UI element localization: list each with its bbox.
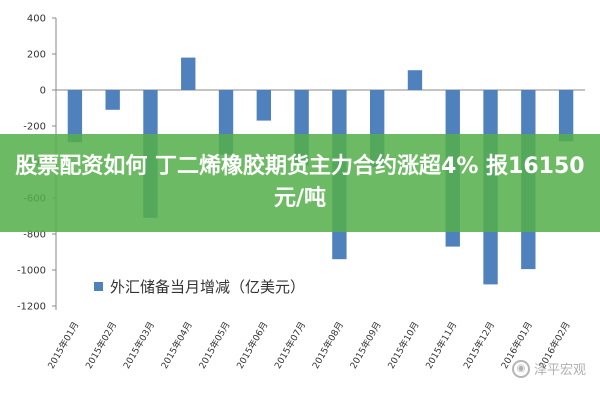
x-tick-label: 2015年11月 (423, 320, 460, 371)
watermark: ◉ 泽平宏观 (511, 359, 586, 378)
x-tick-label: 2015年10月 (385, 320, 422, 371)
headline-text[interactable]: 股票配资如何 丁二烯橡胶期货主力合约涨超4% 报16150元/吨 (15, 154, 585, 211)
x-tick-label: 2015年01月 (45, 320, 82, 371)
watermark-text: 泽平宏观 (533, 363, 586, 378)
wechat-icon: ◉ (511, 359, 530, 378)
x-tick-label: 2015年09月 (347, 320, 384, 371)
x-tick-label: 2015年03月 (120, 320, 157, 371)
x-tick-label: 2015年07月 (272, 320, 309, 371)
y-tick-label: 400 (27, 14, 46, 25)
x-tick-label: 2015年12月 (461, 320, 498, 371)
y-tick-label: -1000 (17, 266, 46, 277)
x-tick-label: 2015年05月 (196, 320, 233, 371)
x-tick-label: 2015年08月 (309, 320, 346, 371)
legend: 外汇储备当月增减（亿美元） (94, 278, 305, 296)
x-tick-label: 2015年04月 (158, 320, 195, 371)
y-tick-label: 200 (27, 50, 46, 61)
bar (407, 70, 423, 90)
bar (105, 90, 120, 110)
bar (558, 90, 574, 142)
y-tick-label: -200 (23, 122, 46, 133)
legend-label: 外汇储备当月增减（亿美元） (110, 278, 305, 296)
bar (67, 90, 83, 143)
headline-banner[interactable]: 股票配资如何 丁二烯橡胶期货主力合约涨超4% 报16150元/吨 (0, 134, 600, 232)
y-tick-label: -800 (23, 230, 46, 241)
x-tick-labels: 2015年01月 2015年02月 2015年03月 2015年04月 2015年05月… (45, 320, 573, 371)
bar (256, 90, 272, 121)
y-tick-label: 0 (40, 86, 46, 97)
y-tick-label: -1200 (17, 302, 46, 313)
x-tick-label: 2015年06月 (234, 320, 271, 371)
bar (181, 57, 196, 90)
legend-swatch (94, 282, 103, 291)
x-tick-label: 2015年02月 (83, 320, 120, 371)
